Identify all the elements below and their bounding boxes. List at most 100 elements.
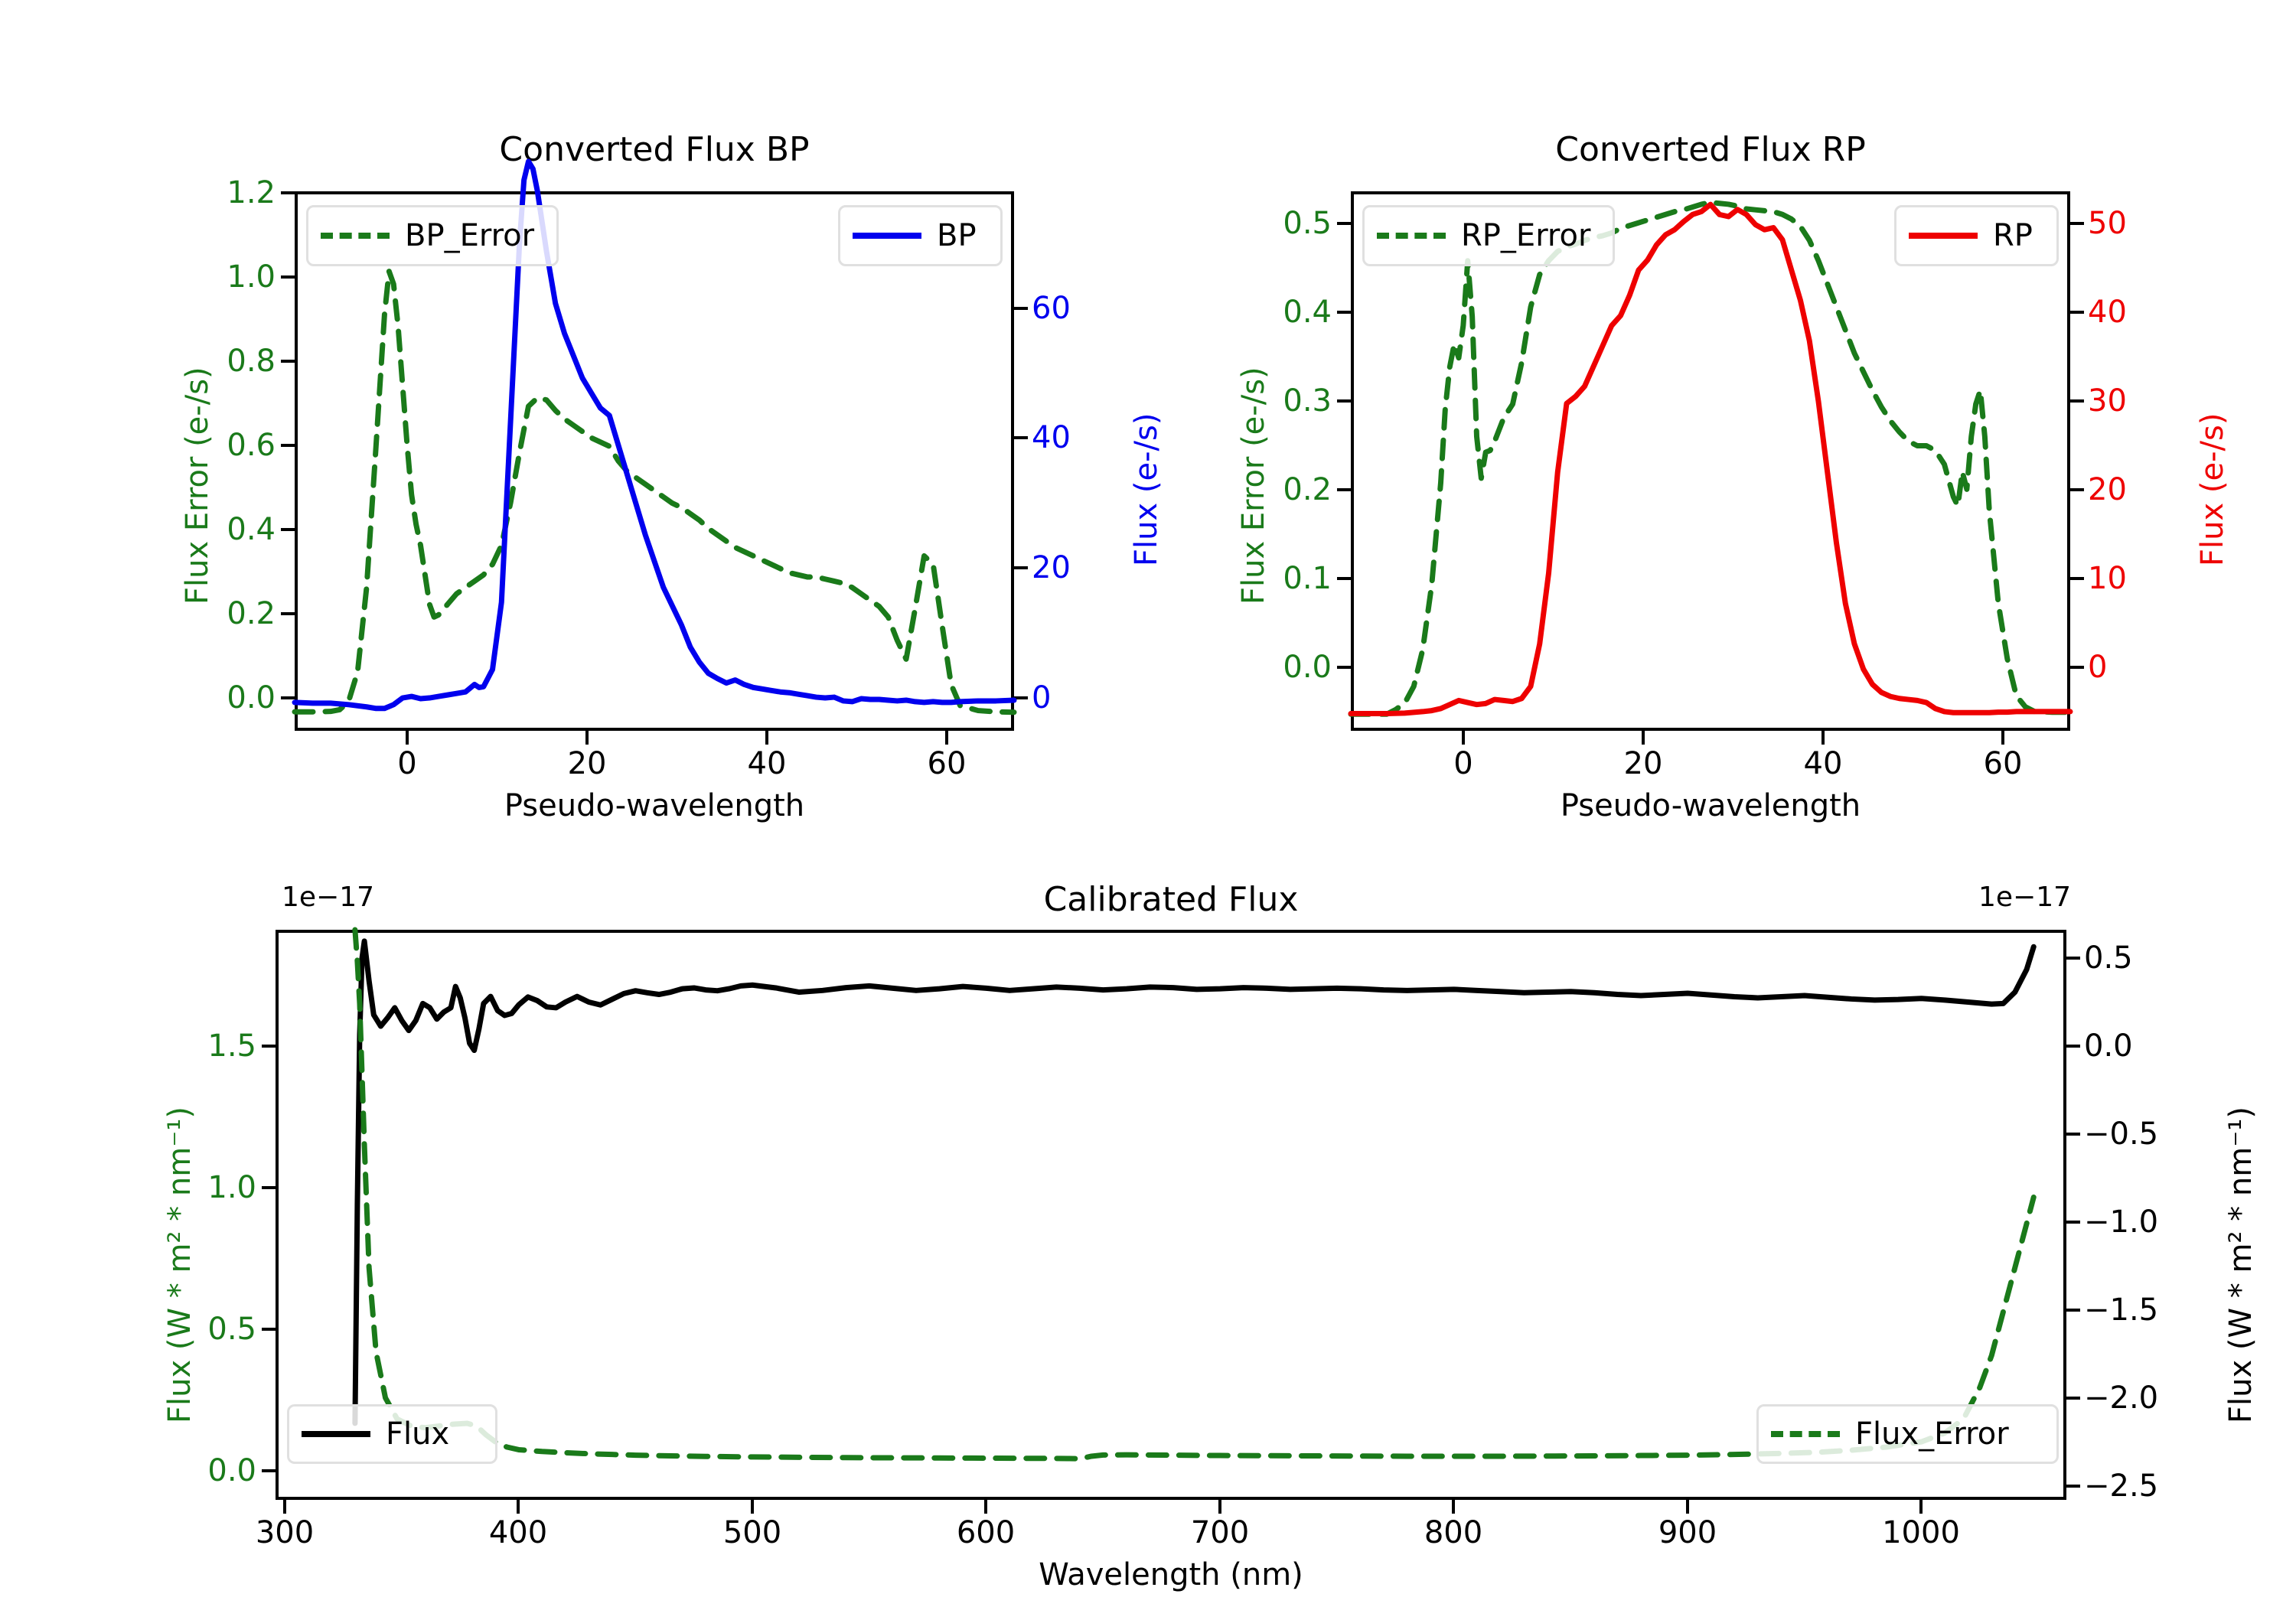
xaxis-label-calibrated: Wavelength (nm)	[1039, 1557, 1303, 1592]
ytickmark-rp-left	[1337, 399, 1351, 403]
axes-frame-bp	[295, 191, 1014, 731]
legend-bp-error[interactable]: BP_Error	[306, 205, 559, 266]
xtick-cal-800: 800	[1424, 1515, 1483, 1550]
ytick-bp-right-60: 60	[1032, 291, 1071, 326]
xtickmark-cal	[1218, 1500, 1221, 1514]
ytick-bp-right-20: 20	[1032, 550, 1071, 585]
xtick-rp-20: 20	[1623, 746, 1663, 781]
xtick-cal-300: 300	[255, 1515, 315, 1550]
xtick-bp-20: 20	[567, 746, 607, 781]
offset-exponent-right: 1e−17	[1978, 882, 2072, 913]
xtickmark-bp	[765, 731, 768, 745]
legend-rp[interactable]: RP	[1894, 205, 2059, 266]
ytick-rp-left-0_1: 0.1	[1283, 561, 1332, 596]
ytickmark-bp-right	[1014, 307, 1028, 310]
ytickmark-cal-right	[2066, 1309, 2080, 1312]
xtickmark-rp	[2001, 731, 2004, 745]
ytickmark-bp-left	[281, 528, 295, 531]
legend-calibrated-flux[interactable]: Flux	[287, 1404, 497, 1464]
series-flux-error	[352, 927, 2037, 1462]
ytickmark-bp-left	[281, 612, 295, 615]
panel-title-bp: Converted Flux BP	[499, 130, 810, 169]
ytickmark-cal-left	[262, 1469, 276, 1472]
legend-calibrated-flux-error[interactable]: Flux_Error	[1756, 1404, 2059, 1464]
xtickmark-cal	[1919, 1500, 1923, 1514]
xtickmark-cal	[1686, 1500, 1689, 1514]
panel-calibrated-flux: Calibrated Flux 1e−17 1e−17 1.5 1.0 0.5 …	[0, 811, 2296, 1607]
ytick-rp-right-20: 20	[2088, 472, 2127, 507]
ytick-cal-left-0_0: 0.0	[207, 1453, 256, 1488]
legend-line-dashed-green	[321, 233, 390, 239]
plot-curves-rp	[1348, 200, 2073, 717]
ytick-rp-left-0_3: 0.3	[1283, 383, 1332, 419]
ytick-cal-right-m2_0: −2.0	[2084, 1380, 2159, 1416]
ytickmark-bp-left	[281, 191, 295, 194]
legend-line-dashed-green	[1771, 1431, 1840, 1437]
legend-line-solid-blue	[853, 233, 921, 239]
panel-converted-flux-rp: Converted Flux RP 0.5 0.4 0.3 0.2 0.1 0.…	[1148, 0, 2296, 823]
ytickmark-rp-right	[2070, 577, 2084, 580]
ytick-bp-left-0_8: 0.8	[227, 344, 276, 379]
legend-label-rp: RP	[1993, 218, 2033, 253]
xtickmark-bp	[406, 731, 409, 745]
ytick-bp-left-1_0: 1.0	[227, 259, 276, 295]
ytickmark-bp-right	[1014, 696, 1028, 699]
ytickmark-cal-right	[2066, 1221, 2080, 1224]
ytick-bp-left-0_4: 0.4	[227, 512, 276, 547]
xtick-bp-40: 40	[747, 746, 787, 781]
xtickmark-rp	[1821, 731, 1825, 745]
legend-label-bp-error: BP_Error	[405, 218, 535, 253]
xtick-cal-900: 900	[1658, 1515, 1717, 1550]
panel-title-calibrated: Calibrated Flux	[1043, 880, 1299, 919]
ytickmark-rp-left	[1337, 666, 1351, 669]
series-flux	[352, 938, 2037, 1426]
legend-line-dashed-green	[1377, 233, 1446, 239]
ytick-rp-left-0_2: 0.2	[1283, 472, 1332, 507]
plot-curves-bp	[292, 158, 1017, 715]
legend-label-bp: BP	[937, 218, 977, 253]
xtickmark-bp	[945, 731, 948, 745]
xtick-cal-1000: 1000	[1882, 1515, 1960, 1550]
legend-label-rp-error: RP_Error	[1461, 218, 1591, 253]
xtick-bp-60: 60	[927, 746, 967, 781]
panel-converted-flux-bp: Converted Flux BP 1.2 1.0 0.8 0.6 0.4 0.…	[0, 0, 1164, 823]
xtick-cal-600: 600	[956, 1515, 1016, 1550]
xtickmark-rp	[1462, 731, 1465, 745]
xtickmark-cal	[517, 1500, 520, 1514]
legend-label-calibrated-flux: Flux	[386, 1416, 450, 1452]
ytick-cal-left-1_0: 1.0	[207, 1170, 256, 1205]
ytick-cal-right-m2_5: −2.5	[2084, 1468, 2159, 1504]
xtick-cal-500: 500	[722, 1515, 782, 1550]
ytickmark-bp-right	[1014, 436, 1028, 439]
ytick-bp-right-40: 40	[1032, 420, 1071, 455]
ytick-rp-right-10: 10	[2088, 561, 2127, 596]
xtick-rp-40: 40	[1803, 746, 1843, 781]
xtickmark-cal	[751, 1500, 754, 1514]
legend-line-solid-red	[1909, 233, 1978, 239]
ytick-bp-right-0: 0	[1032, 680, 1052, 715]
ytick-rp-left-0_4: 0.4	[1283, 295, 1332, 330]
ytickmark-rp-right	[2070, 311, 2084, 314]
ytickmark-bp-left	[281, 275, 295, 279]
ytick-bp-left-1_2: 1.2	[227, 175, 276, 210]
xtick-cal-400: 400	[488, 1515, 548, 1550]
legend-rp-error[interactable]: RP_Error	[1362, 205, 1615, 266]
series-rp	[1348, 201, 2073, 717]
ytickmark-cal-right	[2066, 1133, 2080, 1136]
ytickmark-rp-left	[1337, 222, 1351, 225]
ytick-rp-left-0_0: 0.0	[1283, 650, 1332, 685]
xtick-bp-0: 0	[397, 746, 417, 781]
ytick-rp-right-0: 0	[2088, 650, 2108, 685]
ytick-rp-left-0_5: 0.5	[1283, 206, 1332, 241]
ytickmark-cal-left	[262, 1186, 276, 1189]
ytickmark-cal-right	[2066, 957, 2080, 960]
ytick-rp-right-30: 30	[2088, 383, 2127, 419]
legend-bp[interactable]: BP	[838, 205, 1003, 266]
ytickmark-cal-right	[2066, 1045, 2080, 1048]
ytickmark-cal-right	[2066, 1485, 2080, 1488]
panel-title-rp: Converted Flux RP	[1555, 130, 1866, 169]
ytick-cal-left-1_5: 1.5	[207, 1028, 256, 1064]
xtick-rp-60: 60	[1983, 746, 2023, 781]
xtick-rp-0: 0	[1453, 746, 1473, 781]
